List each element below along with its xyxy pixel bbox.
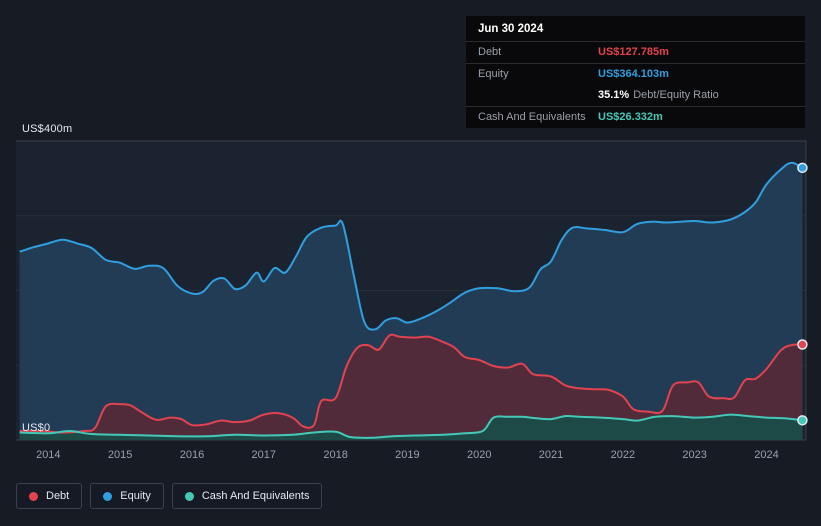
x-axis-tick-2016: 2016 bbox=[179, 449, 205, 461]
tooltip-ratio-label: Debt/Equity Ratio bbox=[633, 89, 719, 101]
tooltip-debt-label: Debt bbox=[478, 46, 502, 58]
tooltip-date: Jun 30 2024 bbox=[478, 23, 544, 35]
legend-item-cash[interactable]: Cash And Equivalents bbox=[171, 483, 323, 509]
x-axis-tick-2021: 2021 bbox=[538, 449, 564, 461]
tooltip-cash-row: Cash And Equivalents US$26.332m bbox=[466, 106, 805, 128]
equity-series-dot-icon bbox=[103, 491, 113, 501]
legend-label-equity: Equity bbox=[120, 490, 151, 502]
y-axis-label-max: US$400m bbox=[22, 123, 73, 135]
tooltip-debt-value: US$127.785m bbox=[598, 46, 669, 58]
tooltip-cash-label: Cash And Equivalents bbox=[478, 111, 586, 123]
tooltip-debt-row: Debt US$127.785m bbox=[466, 41, 805, 63]
cash-series-dot-icon bbox=[184, 491, 194, 501]
chart-tooltip: Jun 30 2024 Debt US$127.785m Equity US$3… bbox=[466, 16, 805, 128]
x-axis-tick-2023: 2023 bbox=[682, 449, 707, 461]
x-axis-tick-2024: 2024 bbox=[754, 449, 779, 461]
x-axis-tick-2014: 2014 bbox=[36, 449, 61, 461]
x-axis-tick-2017: 2017 bbox=[251, 449, 277, 461]
cash-and-equivalents-endpoint-marker bbox=[797, 415, 808, 426]
tooltip-ratio-value: 35.1% bbox=[598, 89, 630, 101]
legend-item-equity[interactable]: Equity bbox=[90, 483, 164, 509]
tooltip-equity-label: Equity bbox=[478, 68, 509, 80]
x-axis: 2014 2015 2016 2017 2018 2019 2020 2021 2022 2023… bbox=[0, 449, 821, 463]
tooltip-equity-row: Equity US$364.103m bbox=[466, 63, 805, 85]
tooltip-cash-value: US$26.332m bbox=[598, 111, 663, 123]
x-axis-tick-2019: 2019 bbox=[395, 449, 420, 461]
y-axis-label-min: US$0 bbox=[22, 422, 51, 434]
legend-label-cash: Cash And Equivalents bbox=[201, 490, 310, 502]
debt-series-dot-icon bbox=[29, 491, 38, 501]
legend-label-debt: Debt bbox=[46, 490, 70, 502]
debt-endpoint-marker bbox=[797, 339, 808, 350]
x-axis-tick-2018: 2018 bbox=[323, 449, 348, 461]
x-axis-tick-2022: 2022 bbox=[610, 449, 636, 461]
chart-legend: Debt Equity Cash And Equivalents bbox=[16, 483, 323, 509]
x-axis-tick-2015: 2015 bbox=[107, 449, 133, 461]
x-axis-tick-2020: 2020 bbox=[466, 449, 492, 461]
tooltip-equity-value: US$364.103m bbox=[598, 68, 669, 80]
legend-item-debt[interactable]: Debt bbox=[16, 483, 83, 509]
equity-endpoint-marker bbox=[797, 162, 808, 174]
tooltip-ratio: 35.1% Debt/Equity Ratio bbox=[598, 88, 719, 102]
tooltip-ratio-row: 35.1% Debt/Equity Ratio bbox=[466, 85, 805, 106]
